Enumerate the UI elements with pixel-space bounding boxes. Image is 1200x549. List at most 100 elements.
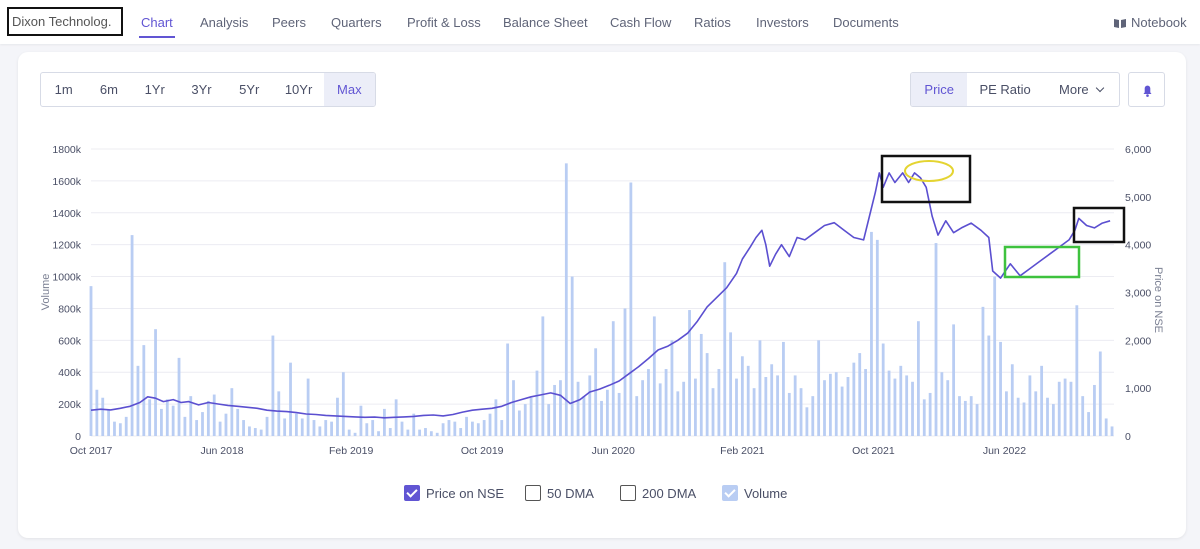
volume-bar bbox=[512, 380, 515, 436]
right-tick-label: 1,000 bbox=[1125, 383, 1151, 395]
notebook-label: Notebook bbox=[1131, 15, 1187, 30]
volume-bar bbox=[611, 321, 615, 436]
left-tick-label: 1800k bbox=[52, 144, 81, 156]
tab-balance-sheet[interactable]: Balance Sheet bbox=[503, 15, 588, 30]
left-tick-label: 800k bbox=[58, 303, 82, 315]
tab-profit-loss[interactable]: Profit & Loss bbox=[407, 15, 481, 30]
volume-bar bbox=[124, 416, 128, 436]
tab-analysis[interactable]: Analysis bbox=[200, 15, 249, 30]
legend-price[interactable]: Price on NSE bbox=[404, 485, 504, 501]
left-axis-ticks: 0 200k 400k 600k 800k 1000k 1200k 1400k 1600k 180… bbox=[52, 144, 81, 443]
volume-bar bbox=[388, 428, 392, 436]
volume-bar bbox=[729, 332, 733, 436]
volume-bar bbox=[811, 396, 815, 436]
pe-ratio-button[interactable]: PE Ratio bbox=[979, 82, 1031, 97]
right-tick-label: 4,000 bbox=[1125, 240, 1151, 252]
volume-bar bbox=[823, 380, 826, 436]
volume-bar bbox=[183, 416, 187, 436]
volume-bar bbox=[564, 163, 568, 436]
volume-bar bbox=[1069, 381, 1073, 436]
checkbox-200dma[interactable] bbox=[620, 485, 636, 501]
legend-200dma[interactable]: 200 DMA bbox=[620, 485, 696, 501]
volume-bar bbox=[934, 243, 938, 436]
volume-bar bbox=[641, 380, 644, 436]
volume-bar bbox=[206, 400, 210, 436]
volume-bar bbox=[224, 413, 228, 436]
x-tick-label: Feb 2019 bbox=[329, 445, 374, 457]
range-1yr[interactable]: 1Yr bbox=[144, 82, 165, 97]
range-6m[interactable]: 6m bbox=[99, 82, 118, 97]
volume-bar bbox=[218, 421, 222, 436]
annotation-peak-box bbox=[880, 154, 972, 204]
tab-documents[interactable]: Documents bbox=[833, 15, 899, 30]
volume-bar bbox=[1104, 418, 1108, 436]
volume-bar bbox=[1098, 351, 1102, 436]
volume-bar bbox=[230, 388, 234, 436]
volume-bar bbox=[347, 429, 351, 436]
volume-bar bbox=[359, 405, 363, 436]
x-tick-label: Oct 2021 bbox=[852, 445, 895, 457]
volume-bar bbox=[330, 421, 333, 436]
left-tick-label: 1200k bbox=[52, 240, 81, 252]
company-name[interactable]: Dixon Technolog. bbox=[7, 7, 123, 36]
price-button[interactable]: Price bbox=[911, 73, 968, 106]
volume-bar bbox=[553, 384, 556, 436]
annotations bbox=[880, 154, 1126, 279]
volume-bar bbox=[447, 420, 451, 436]
volume-bar bbox=[752, 388, 756, 436]
range-5yr[interactable]: 5Yr bbox=[239, 82, 260, 97]
left-tick-label: 200k bbox=[58, 399, 82, 411]
legend-50dma[interactable]: 50 DMA bbox=[525, 485, 594, 501]
tab-cash-flow[interactable]: Cash Flow bbox=[610, 15, 672, 30]
more-dropdown[interactable]: More bbox=[1043, 73, 1119, 106]
volume-bar bbox=[582, 396, 586, 436]
tab-investors[interactable]: Investors bbox=[756, 15, 809, 30]
range-max[interactable]: Max bbox=[323, 73, 375, 106]
checkbox-50dma[interactable] bbox=[525, 485, 541, 501]
volume-bar bbox=[1046, 397, 1049, 436]
grid-lines bbox=[91, 148, 1114, 437]
legend-price-label: Price on NSE bbox=[426, 486, 505, 501]
notebook-link[interactable]: Notebook bbox=[1114, 15, 1187, 30]
checkbox-volume[interactable] bbox=[722, 485, 738, 501]
volume-bar bbox=[1028, 375, 1032, 436]
volume-bar bbox=[494, 399, 498, 436]
x-tick-label: Feb 2021 bbox=[720, 445, 765, 457]
tab-ratios[interactable]: Ratios bbox=[694, 15, 731, 30]
volume-bar bbox=[471, 421, 474, 436]
tab-chart[interactable]: Chart bbox=[139, 15, 175, 38]
left-tick-label: 1400k bbox=[52, 208, 81, 220]
volume-bar bbox=[658, 383, 662, 436]
volume-bar bbox=[600, 400, 603, 436]
tab-quarters[interactable]: Quarters bbox=[331, 15, 382, 30]
volume-bar bbox=[1081, 396, 1085, 436]
alert-button[interactable] bbox=[1128, 72, 1165, 107]
tab-peers[interactable]: Peers bbox=[272, 15, 306, 30]
volume-bar bbox=[770, 364, 774, 436]
volume-bar bbox=[130, 235, 134, 436]
volume-bar bbox=[294, 413, 298, 436]
x-tick-label: Jun 2020 bbox=[592, 445, 635, 457]
volume-bar bbox=[300, 418, 304, 436]
volume-bar bbox=[987, 335, 991, 436]
checkbox-price[interactable] bbox=[404, 485, 420, 501]
volume-bar bbox=[1040, 365, 1044, 436]
right-tick-label: 3,000 bbox=[1125, 288, 1151, 300]
range-10yr[interactable]: 10Yr bbox=[284, 82, 313, 97]
range-1m[interactable]: 1m bbox=[54, 82, 73, 97]
volume-bar bbox=[377, 431, 380, 436]
volume-bar bbox=[705, 353, 709, 436]
volume-bar bbox=[101, 397, 105, 436]
volume-bar bbox=[212, 394, 216, 436]
volume-bar bbox=[758, 340, 762, 436]
volume-bar bbox=[1022, 402, 1026, 436]
volume-bar bbox=[177, 357, 181, 436]
volume-bar bbox=[981, 306, 985, 436]
legend-volume[interactable]: Volume bbox=[722, 485, 787, 501]
volume-bar bbox=[523, 404, 527, 436]
range-3yr[interactable]: 3Yr bbox=[191, 82, 212, 97]
volume-bar bbox=[142, 345, 146, 436]
right-axis-ticks: 0 1,000 2,000 3,000 4,000 5,000 6,000 bbox=[1125, 144, 1151, 443]
volume-bar bbox=[283, 418, 287, 436]
